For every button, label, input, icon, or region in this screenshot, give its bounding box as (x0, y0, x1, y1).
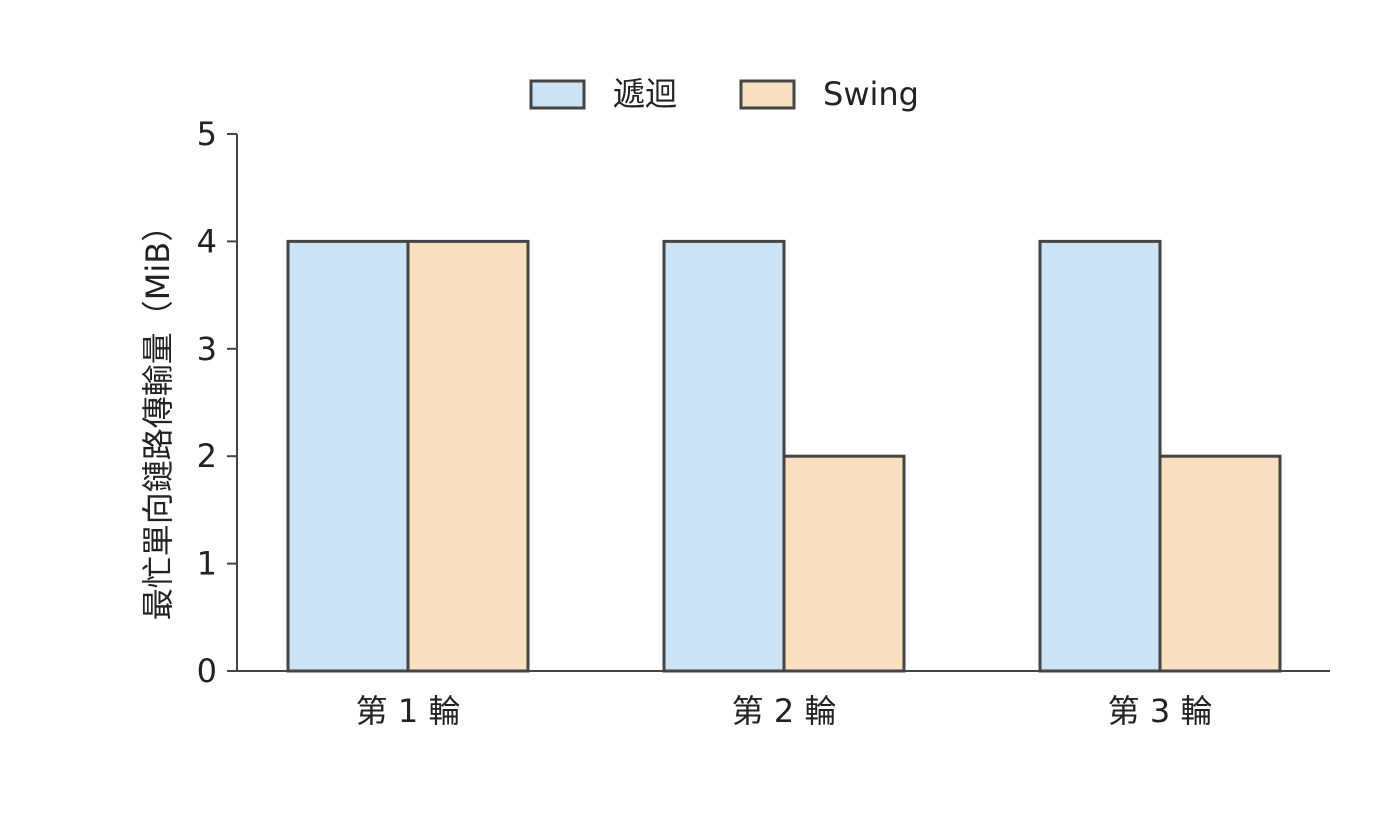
x-tick-label: 第 2 輪 (732, 692, 837, 730)
y-tick-label: 5 (197, 115, 217, 153)
legend-label: Swing (823, 75, 919, 113)
y-tick-label: 4 (197, 222, 217, 260)
bar (406, 239, 530, 673)
bar (662, 239, 786, 673)
bar (1158, 454, 1282, 673)
legend-label: 遞迴 (613, 75, 677, 113)
bar (782, 454, 906, 673)
y-tick-label: 0 (197, 652, 217, 690)
bar (1038, 239, 1162, 673)
y-axis-label: 最忙單向鏈路傳輸量（MiB） (139, 210, 177, 620)
y-tick-label: 1 (197, 545, 217, 583)
legend-swatch (529, 79, 586, 110)
y-tick-label: 3 (197, 330, 217, 368)
x-tick-label: 第 3 輪 (1108, 692, 1213, 730)
bar (286, 239, 410, 673)
x-tick-label: 第 1 輪 (356, 692, 461, 730)
y-tick-label: 2 (197, 437, 217, 475)
legend-swatch (739, 79, 796, 110)
